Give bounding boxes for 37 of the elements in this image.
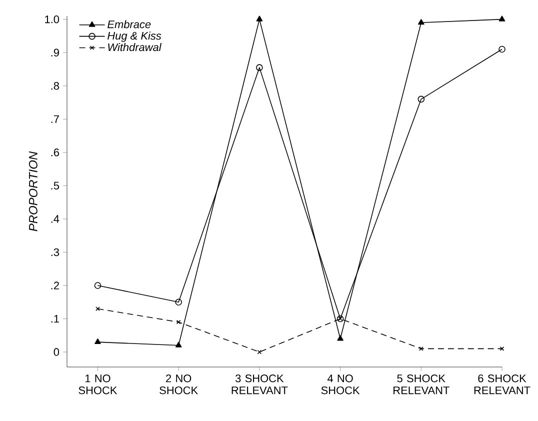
point <box>256 16 263 22</box>
point <box>176 320 181 324</box>
x-tick-label: 2 NO SHOCK <box>160 374 198 394</box>
y-tick-label: .3 <box>51 248 60 256</box>
x-tick-label: 5 SHOCK RELEVANT <box>394 374 450 394</box>
point <box>418 346 424 351</box>
x-tick-label: 3 SHOCK RELEVANT <box>232 374 288 394</box>
point <box>256 64 263 71</box>
y-axis-title: PROPORTION <box>28 151 38 232</box>
point <box>94 338 101 344</box>
point <box>500 346 504 351</box>
legend-label: Hug & Kiss <box>108 32 162 42</box>
y-tick-label: .6 <box>51 148 60 156</box>
point <box>96 306 100 311</box>
y-tick-label: .7 <box>51 115 59 123</box>
y-tick-label: 1.0 <box>45 15 60 24</box>
y-tick-label: .8 <box>51 82 60 90</box>
point <box>337 335 344 341</box>
point <box>498 16 506 22</box>
point <box>498 46 506 53</box>
x-tick-label: 1 NO SHOCK <box>78 374 118 394</box>
y-tick-label: .1 <box>51 314 59 323</box>
point <box>175 342 182 348</box>
y-tick-label: .4 <box>51 215 60 223</box>
legend-label: Embrace <box>108 20 151 28</box>
x-tick-label: 4 NO SHOCK <box>321 374 360 394</box>
point <box>418 19 424 25</box>
y-tick-label: .5 <box>51 182 60 190</box>
y-tick-label: .2 <box>51 282 59 290</box>
legend-label: Withdrawal <box>108 43 162 52</box>
y-tick-label: 0 <box>54 348 60 356</box>
point <box>175 298 182 306</box>
point <box>94 282 102 289</box>
y-tick-label: .9 <box>51 48 59 56</box>
x-tick-label: 6 SHOCK RELEVANT <box>474 374 530 394</box>
point <box>418 96 425 103</box>
point <box>257 350 262 354</box>
